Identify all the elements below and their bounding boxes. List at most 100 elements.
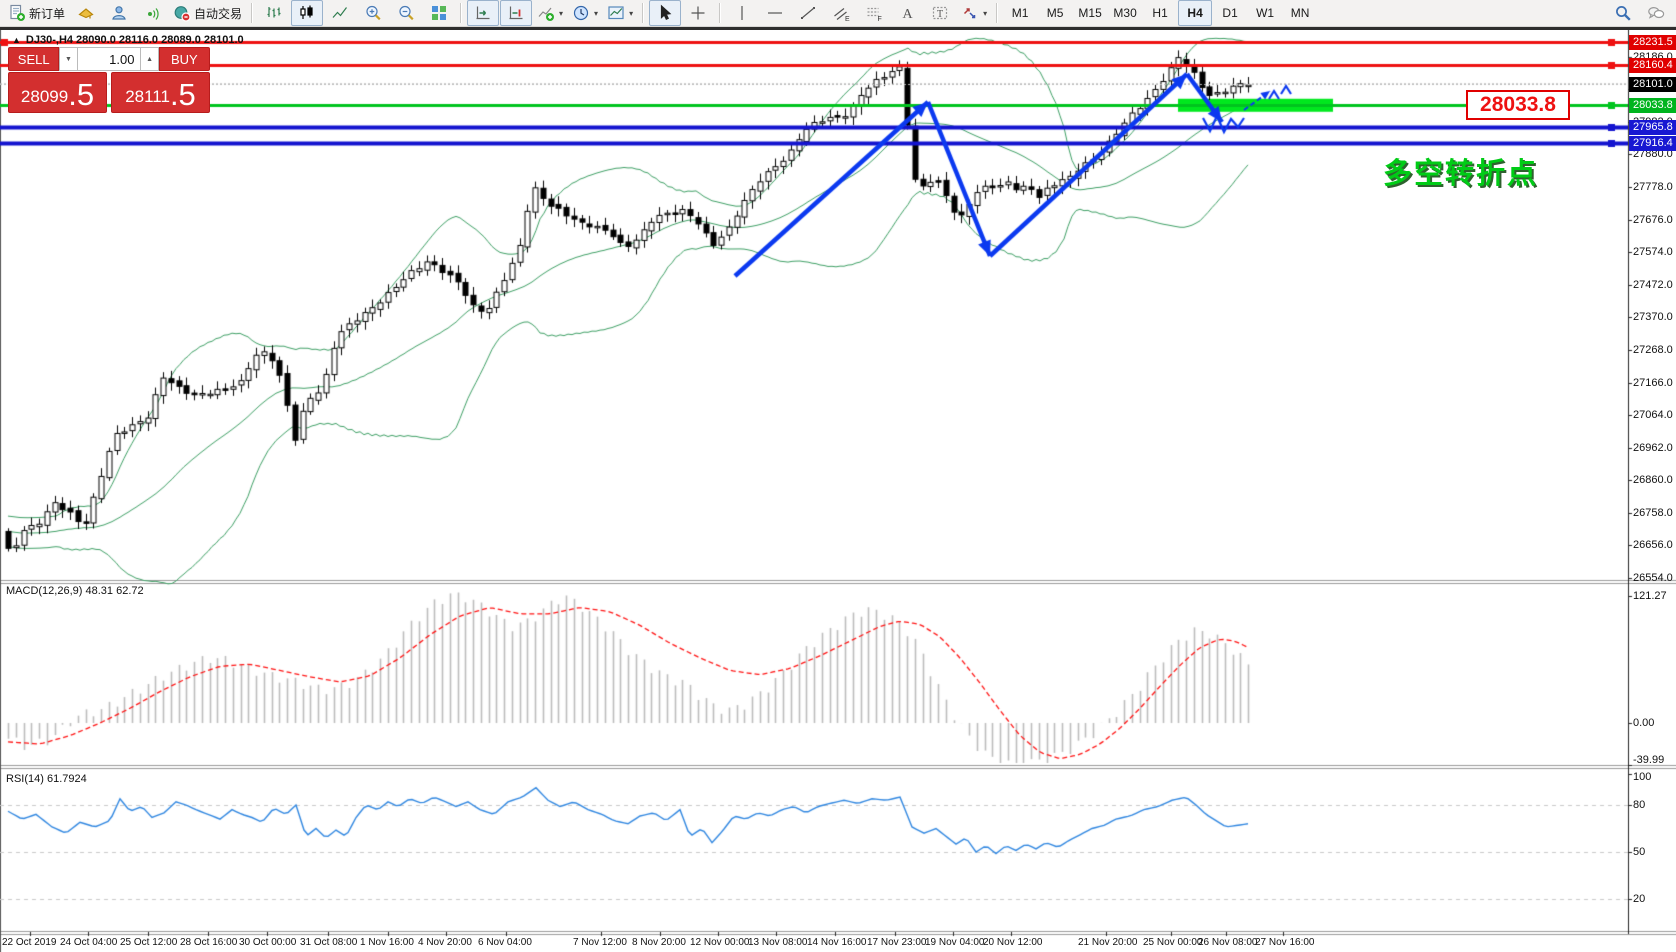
- arrows-button[interactable]: ▾: [957, 0, 991, 26]
- price-axis-tick: 27166.0: [1633, 376, 1673, 389]
- chartshift-icon: [507, 4, 525, 22]
- doc-plus-icon: [8, 4, 26, 22]
- tf-m1[interactable]: M1: [1003, 0, 1037, 26]
- tf-m30-label: M30: [1113, 6, 1137, 20]
- macd-name: MACD(12,26,9): [6, 585, 83, 597]
- time-axis-tick: 6 Nov 04:00: [478, 937, 532, 948]
- price-axis-tick: 26860.0: [1633, 474, 1673, 487]
- chevron-down-icon[interactable]: ▾: [594, 8, 599, 18]
- crosshair-button[interactable]: [682, 0, 714, 26]
- trendline-button[interactable]: [792, 0, 824, 26]
- time-axis-tick: 20 Nov 12:00: [983, 937, 1043, 948]
- tf-m15-label: M15: [1078, 6, 1102, 20]
- trendline-icon: [799, 4, 817, 22]
- search-button[interactable]: [1607, 0, 1639, 26]
- toolbar-separator: [996, 3, 999, 23]
- time-axis-tick: 4 Nov 20:00: [418, 937, 472, 948]
- macd-value: 48.31: [85, 585, 114, 597]
- candle-chart-button[interactable]: [291, 0, 324, 26]
- sell-price-box[interactable]: 28099.5: [8, 72, 107, 113]
- time-axis-tick: 1 Nov 16:00: [360, 937, 414, 948]
- tf-w1[interactable]: W1: [1248, 0, 1282, 26]
- tf-m30[interactable]: M30: [1108, 0, 1142, 26]
- price-axis-tick: 27676.0: [1633, 213, 1673, 226]
- autotrade-icon: [173, 4, 191, 22]
- candles-icon: [298, 4, 316, 22]
- bars-icon: [265, 4, 283, 22]
- sell-button[interactable]: SELL: [8, 47, 60, 71]
- linechart-icon: [331, 4, 349, 22]
- template-icon: [607, 4, 625, 22]
- tf-mn[interactable]: MN: [1283, 0, 1317, 26]
- chat-button[interactable]: [1640, 0, 1672, 26]
- new-order-button[interactable]: 新订单: [4, 0, 69, 26]
- auto-trading-button[interactable]: 自动交易: [169, 0, 246, 26]
- auto-scroll-button[interactable]: [467, 0, 500, 26]
- price-callout-label[interactable]: 28033.8: [1466, 90, 1570, 120]
- periods-button[interactable]: ▾: [568, 0, 602, 26]
- rsi-axis-tick: 80: [1633, 798, 1646, 811]
- zoom-in-button[interactable]: [357, 0, 389, 26]
- price-axis-tick: 26656.0: [1633, 539, 1673, 552]
- time-axis-tick: 8 Nov 20:00: [632, 937, 686, 948]
- cursor-button[interactable]: [649, 0, 682, 26]
- toolbar-separator: [642, 3, 645, 23]
- tf-m5[interactable]: M5: [1038, 0, 1072, 26]
- buy-price-pips: .5: [169, 77, 196, 112]
- chart-window: ▲ DJ30-,H4 28090.0 28116.0 28089.0 28101.…: [0, 27, 1676, 952]
- tf-mn-label: MN: [1290, 6, 1310, 20]
- price-chart-canvas[interactable]: [0, 30, 1676, 952]
- text-button[interactable]: A: [891, 0, 923, 26]
- sell-price: 28099: [20, 87, 69, 106]
- horizontal-line-button[interactable]: [759, 0, 791, 26]
- chevron-down-icon[interactable]: ▾: [629, 8, 634, 18]
- chinese-annotation[interactable]: 多空转折点: [1383, 158, 1539, 190]
- chevron-down-icon[interactable]: ▾: [983, 8, 988, 18]
- rsi-axis-tick: 100: [1633, 771, 1652, 783]
- time-axis-tick: 30 Oct 00:00: [239, 937, 297, 948]
- arrows-icon: [961, 4, 979, 22]
- indicators-button[interactable]: ▾: [533, 0, 567, 26]
- chart-shift-button[interactable]: [500, 0, 533, 26]
- tf-h1[interactable]: H1: [1143, 0, 1177, 26]
- tf-w1-label: W1: [1256, 6, 1275, 20]
- tf-m15[interactable]: M15: [1073, 0, 1107, 26]
- equidistant-channel-button[interactable]: E: [825, 0, 857, 26]
- autoscroll-icon: [474, 4, 492, 22]
- price-axis-tick: 27370.0: [1633, 311, 1673, 324]
- time-axis-tick: 17 Nov 23:00: [867, 937, 927, 948]
- sell-price-pips: .5: [68, 77, 95, 112]
- rsi-indicator-label: RSI(14) 61.7924: [6, 773, 87, 785]
- chevron-down-icon[interactable]: ▾: [559, 8, 564, 18]
- collapse-triangle-icon[interactable]: ▲: [12, 35, 21, 45]
- hline-icon: [766, 4, 784, 22]
- time-axis-tick: 24 Oct 04:00: [60, 937, 118, 948]
- volume-down-button[interactable]: ▼: [59, 47, 78, 71]
- price-axis-tick: 26554.0: [1633, 572, 1673, 585]
- zoom-out-button[interactable]: [390, 0, 422, 26]
- person-icon: [110, 4, 128, 22]
- time-axis-tick: 14 Nov 16:00: [807, 937, 867, 948]
- rsi-axis-tick: 20: [1633, 893, 1646, 905]
- volume-input[interactable]: 1.00: [77, 47, 141, 71]
- styles-button[interactable]: [70, 0, 102, 26]
- community-button[interactable]: [103, 0, 135, 26]
- buy-button[interactable]: BUY: [158, 47, 210, 71]
- time-axis-tick: 25 Nov 00:00: [1143, 937, 1203, 948]
- vertical-line-button[interactable]: [726, 0, 758, 26]
- line-chart-button[interactable]: [324, 0, 356, 26]
- fibonacci-button[interactable]: F: [858, 0, 890, 26]
- volume-up-button[interactable]: ▲: [140, 47, 159, 71]
- tf-h4[interactable]: H4: [1178, 0, 1213, 26]
- buy-price-box[interactable]: 28111.5: [111, 72, 210, 113]
- tf-d1[interactable]: D1: [1213, 0, 1247, 26]
- bar-chart-button[interactable]: [258, 0, 290, 26]
- time-axis-tick: 25 Oct 12:00: [120, 937, 178, 948]
- signals-button[interactable]: [136, 0, 168, 26]
- tile-windows-button[interactable]: [423, 0, 455, 26]
- text-label-button[interactable]: T: [924, 0, 956, 26]
- search-icon: [1614, 4, 1632, 22]
- templates-button[interactable]: ▾: [603, 0, 637, 26]
- chart-title: ▲ DJ30-,H4 28090.0 28116.0 28089.0 28101.…: [12, 34, 244, 46]
- main-toolbar: 新订单 自动交易 ▾ ▾ ▾ E F A T ▾ M1 M5 M15 M30 H1 H4 D1 W1 MN: [0, 0, 1676, 27]
